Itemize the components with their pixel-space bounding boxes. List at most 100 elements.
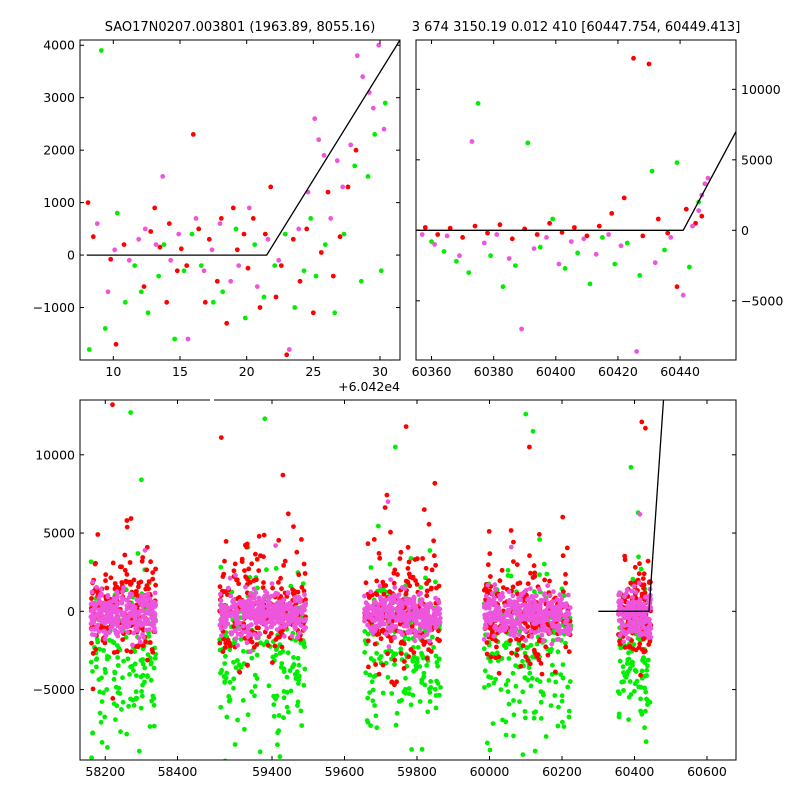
- data-point: [499, 567, 505, 573]
- data-point: [405, 544, 411, 550]
- data-point: [260, 606, 265, 612]
- data-point: [420, 556, 425, 561]
- data-point: [140, 657, 146, 662]
- data-point: [127, 672, 132, 677]
- data-point: [227, 647, 233, 653]
- data-point: [401, 689, 407, 695]
- data-point: [280, 649, 286, 654]
- data-point: [407, 574, 413, 580]
- data-point: [376, 631, 382, 637]
- data-point: [363, 670, 369, 676]
- data-point: [638, 566, 644, 572]
- data-point: [150, 649, 156, 655]
- data-point: [89, 755, 94, 760]
- data-point: [561, 724, 567, 729]
- data-point: [562, 266, 568, 271]
- data-point: [249, 655, 255, 661]
- data-point: [514, 562, 520, 567]
- data-point: [526, 617, 532, 623]
- data-point: [120, 625, 126, 631]
- data-point: [417, 600, 423, 605]
- data-point: [629, 588, 635, 594]
- data-point: [234, 577, 240, 583]
- data-point: [501, 585, 506, 590]
- data-point: [214, 278, 220, 284]
- model-line: [598, 400, 665, 612]
- model-line: [86, 40, 400, 256]
- data-point: [372, 132, 378, 137]
- data-point: [554, 607, 560, 613]
- ytick-label: −1000: [33, 300, 75, 315]
- data-point: [251, 595, 256, 601]
- data-point: [270, 585, 275, 591]
- data-point: [581, 236, 587, 242]
- right-panel-title: 3 674 3150.19 0.012 410 [60447.754, 6044…: [412, 20, 741, 35]
- data-point: [245, 662, 250, 668]
- data-point: [587, 281, 593, 287]
- data-point: [206, 236, 212, 242]
- data-point: [102, 636, 108, 642]
- data-point: [227, 643, 233, 649]
- data-point: [633, 590, 639, 595]
- data-point: [256, 568, 262, 573]
- data-point: [151, 665, 157, 671]
- left-panel-title: SAO17N0207.003801 (1963.89, 8055.16): [105, 20, 376, 35]
- data-point: [510, 584, 516, 590]
- data-point: [525, 624, 531, 629]
- data-point: [241, 623, 246, 629]
- data-point: [520, 689, 526, 695]
- data-point: [89, 626, 94, 632]
- data-point: [511, 539, 516, 545]
- data-point: [239, 556, 245, 562]
- data-point: [100, 690, 106, 696]
- data-point: [641, 636, 646, 642]
- data-point: [228, 278, 234, 284]
- data-point: [494, 650, 500, 656]
- data-point: [114, 614, 120, 619]
- data-point: [520, 643, 526, 648]
- data-point: [145, 657, 150, 663]
- data-point: [318, 250, 324, 255]
- data-point: [529, 675, 535, 681]
- data-point: [261, 596, 266, 601]
- data-point: [621, 628, 626, 634]
- data-point: [262, 416, 268, 422]
- data-point: [303, 625, 308, 630]
- data-point: [125, 656, 131, 662]
- data-point: [271, 713, 277, 719]
- data-point: [168, 257, 174, 263]
- data-point: [434, 678, 439, 684]
- data-point: [421, 633, 427, 639]
- data-point: [128, 410, 134, 415]
- data-point: [674, 160, 680, 166]
- data-point: [141, 284, 147, 289]
- data-point: [133, 689, 139, 695]
- data-point: [403, 596, 409, 601]
- data-point: [487, 747, 493, 753]
- data-point: [407, 611, 413, 617]
- data-point: [493, 586, 498, 592]
- data-point: [641, 655, 646, 660]
- data-point: [399, 585, 405, 590]
- data-point: [262, 231, 268, 237]
- data-point: [486, 599, 491, 605]
- data-point: [107, 610, 113, 616]
- data-point: [124, 648, 130, 654]
- data-point: [641, 601, 647, 607]
- data-point: [348, 142, 354, 148]
- data-point: [513, 683, 519, 689]
- data-point: [375, 607, 381, 613]
- data-point: [136, 584, 141, 590]
- data-point: [300, 618, 306, 624]
- data-point: [457, 253, 462, 259]
- data-point: [379, 621, 385, 627]
- data-point: [122, 299, 128, 305]
- data-point: [90, 234, 96, 240]
- data-point: [281, 633, 287, 639]
- data-point: [536, 532, 542, 537]
- data-point: [282, 558, 288, 564]
- data-point: [399, 697, 404, 703]
- data-point: [406, 691, 412, 696]
- data-point: [231, 676, 237, 682]
- data-point: [419, 680, 425, 685]
